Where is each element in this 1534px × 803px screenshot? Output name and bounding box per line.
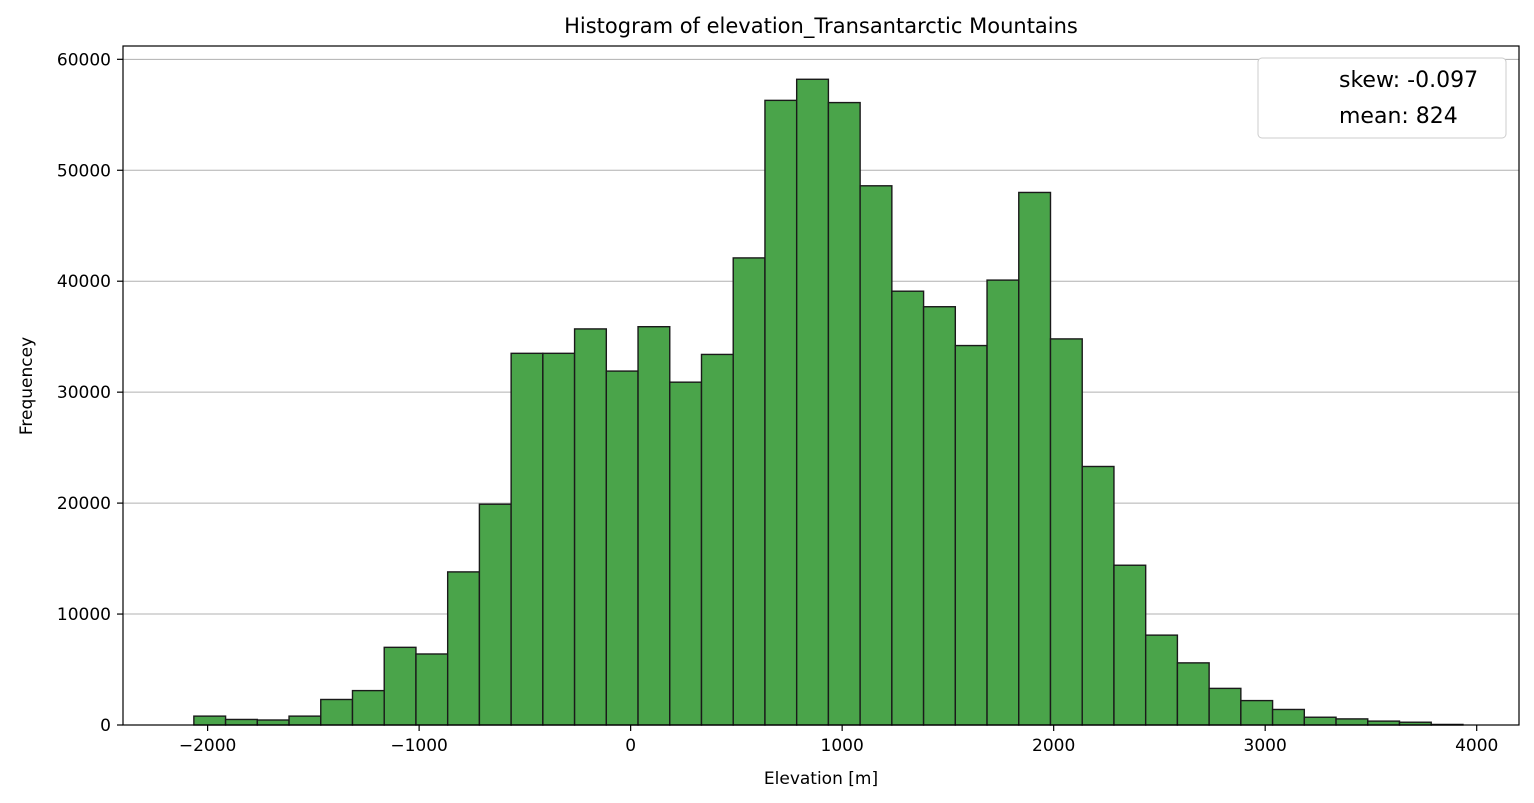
histogram-bar xyxy=(605,370,639,726)
chart-title: Histogram of elevation_Transantarctic Mo… xyxy=(564,14,1078,39)
legend-entry-mean: mean: 824 xyxy=(1339,104,1458,129)
histogram-bar xyxy=(256,719,290,726)
histogram-bar xyxy=(700,353,734,726)
x-tick-label: −2000 xyxy=(179,736,237,756)
histogram-bar xyxy=(1081,465,1115,726)
histogram-bar xyxy=(542,352,576,726)
histogram-bar xyxy=(351,689,385,726)
histogram-bar xyxy=(510,352,544,726)
histogram-bar xyxy=(320,698,354,726)
y-tick-label: 60000 xyxy=(57,50,111,70)
histogram-bar xyxy=(732,257,766,726)
histogram-bar xyxy=(1144,634,1179,726)
histogram-bar xyxy=(1240,699,1274,726)
histogram-bar xyxy=(827,101,861,726)
histogram-bar xyxy=(1335,718,1369,726)
histogram-bar xyxy=(415,653,449,726)
y-axis-title: Frequencey xyxy=(17,337,37,435)
x-tick-label: 4000 xyxy=(1455,736,1498,756)
histogram-bar xyxy=(637,325,671,726)
y-tick-label: 20000 xyxy=(57,494,111,514)
histogram-bar xyxy=(891,290,925,726)
histogram-bar xyxy=(922,306,957,726)
histogram-bar xyxy=(669,381,703,726)
histogram-bar xyxy=(383,646,417,726)
legend-entry-skew: skew: -0.097 xyxy=(1339,68,1478,93)
x-tick-label: −1000 xyxy=(390,736,448,756)
histogram-bars xyxy=(193,78,1464,726)
histogram-bar xyxy=(193,715,227,726)
histogram-bar xyxy=(446,571,481,726)
y-tick-label: 10000 xyxy=(57,605,111,625)
histogram-bar xyxy=(1303,716,1337,726)
legend: skew: -0.097 mean: 824 xyxy=(1257,57,1507,139)
x-tick-label: 3000 xyxy=(1244,736,1287,756)
histogram-bar xyxy=(986,279,1020,726)
histogram-bar xyxy=(1208,687,1242,726)
y-tick-label: 50000 xyxy=(57,161,111,181)
histogram-bar xyxy=(478,503,512,726)
histogram-bar xyxy=(1049,338,1083,726)
histogram-bar xyxy=(954,344,988,726)
histogram-bar xyxy=(1271,708,1306,726)
x-tick-label: 1000 xyxy=(821,736,864,756)
histogram-bar xyxy=(573,328,608,726)
histogram-bar xyxy=(224,718,259,726)
x-axis-title: Elevation [m] xyxy=(764,769,878,789)
histogram-bar xyxy=(1018,191,1052,726)
y-tick-label: 30000 xyxy=(57,383,111,403)
histogram-bar xyxy=(1113,564,1147,726)
x-axis: −2000 −1000 0 1000 2000 3000 4000 xyxy=(179,725,1498,756)
y-axis: 0 10000 20000 30000 40000 50000 60000 xyxy=(57,50,123,736)
histogram-bar xyxy=(288,715,322,726)
x-tick-label: 0 xyxy=(625,736,636,756)
histogram-bar xyxy=(859,185,893,726)
histogram-bar xyxy=(795,78,830,726)
plot-frame xyxy=(122,45,1520,726)
y-tick-label: 40000 xyxy=(57,272,111,292)
histogram-bar xyxy=(764,99,798,726)
y-tick-label: 0 xyxy=(100,716,111,736)
x-tick-label: 2000 xyxy=(1032,736,1075,756)
legend-box xyxy=(1257,57,1507,139)
histogram-bar xyxy=(1176,662,1210,726)
